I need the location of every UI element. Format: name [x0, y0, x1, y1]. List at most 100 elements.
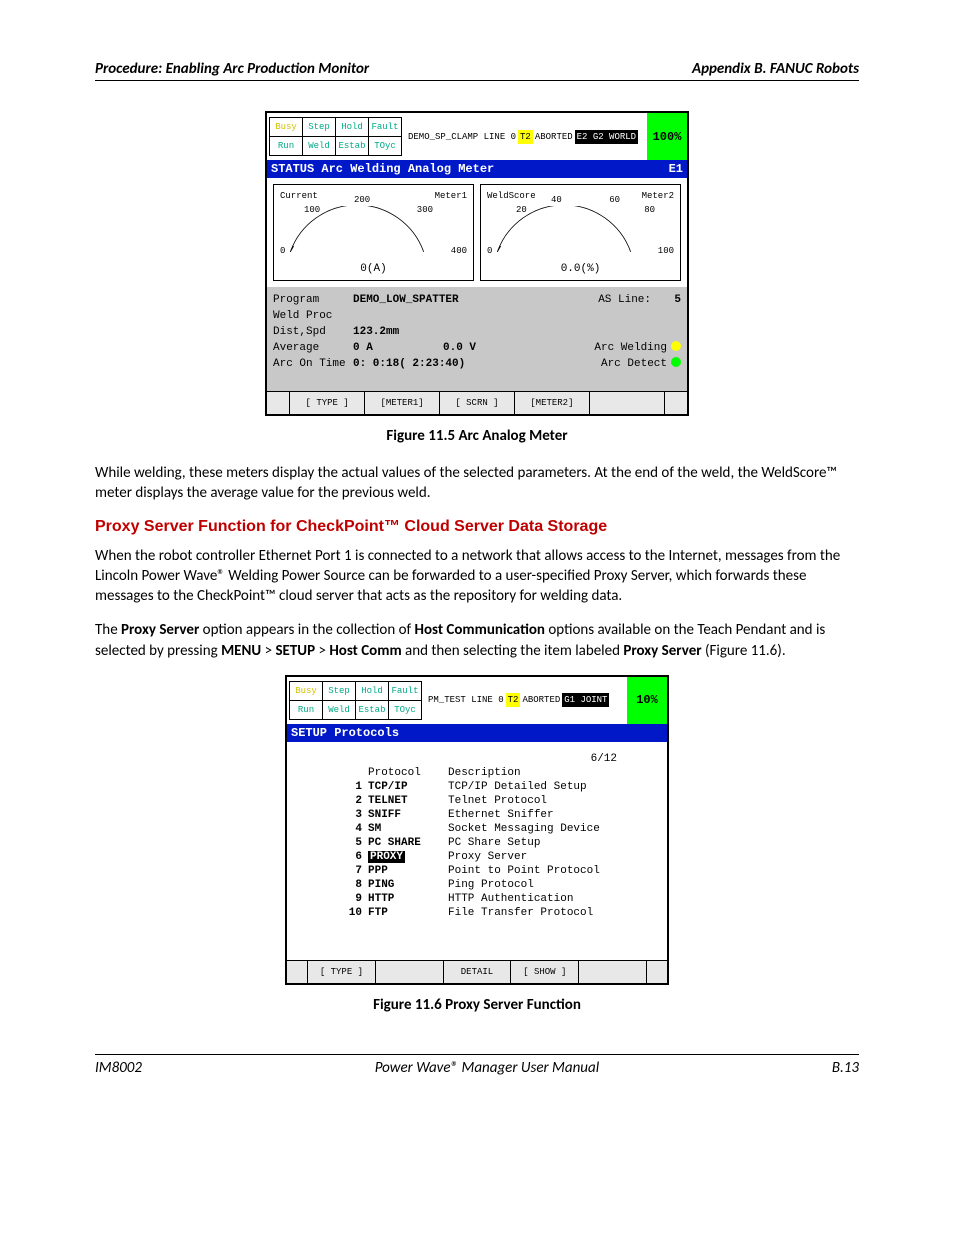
btn2-blank1: [376, 961, 444, 983]
status-panel: Program DEMO_LOW_SPATTER AS Line: 5 Weld…: [267, 287, 687, 391]
msg2-prog: PM_TEST LINE 0: [428, 693, 504, 707]
row-protocol: TELNET: [368, 794, 448, 808]
header-right: Appendix B. FANUC Robots: [692, 60, 859, 78]
protocol-row[interactable]: 2TELNETTelnet Protocol: [307, 794, 647, 808]
meter-weldscore: WeldScore Meter2 20 40 60 80 100 0 0.0(%…: [480, 184, 681, 281]
lbl-program: Program: [273, 293, 353, 307]
list-count: 6/12: [307, 752, 647, 766]
protocol-row[interactable]: 6PROXYProxy Server: [307, 850, 647, 864]
meter2-name: WeldScore: [487, 189, 536, 203]
row-protocol: SNIFF: [368, 808, 448, 822]
status-estab: Estab: [336, 137, 369, 155]
row-desc: Telnet Protocol: [448, 794, 647, 808]
btn-scrn[interactable]: [ SCRN ]: [440, 392, 515, 414]
pendant-analog-meter: Busy Step Hold Fault Run Weld Estab TOyc…: [265, 111, 689, 416]
softkey-bar-2: [ TYPE ] DETAIL [ SHOW ]: [287, 960, 667, 983]
m2-t20: 20: [516, 203, 527, 217]
row-desc: PC Share Setup: [448, 836, 647, 850]
battery-pct: 100%: [647, 113, 687, 160]
row-num: 4: [307, 822, 368, 836]
protocol-row[interactable]: 9HTTPHTTP Authentication: [307, 892, 647, 906]
protocol-row[interactable]: 10FTPFile Transfer Protocol: [307, 906, 647, 920]
m2-t40: 40: [551, 193, 562, 207]
protocol-row[interactable]: 7PPPPoint to Point Protocol: [307, 864, 647, 878]
row-desc: File Transfer Protocol: [448, 906, 647, 920]
meter1-name: Current: [280, 189, 318, 203]
row-num: 9: [307, 892, 368, 906]
protocol-row[interactable]: 8PINGPing Protocol: [307, 878, 647, 892]
protocol-row[interactable]: 1TCP/IPTCP/IP Detailed Setup: [307, 780, 647, 794]
msg-aborted: ABORTED: [535, 130, 573, 144]
protocol-row[interactable]: 3SNIFFEthernet Sniffer: [307, 808, 647, 822]
m1-t300: 300: [417, 203, 433, 217]
meter2-value: 0.0(%): [481, 262, 680, 276]
row-num: 3: [307, 808, 368, 822]
battery-pct-2: 10%: [627, 677, 667, 724]
btn2-detail[interactable]: DETAIL: [444, 961, 512, 983]
lbl-arcwelding: Arc Welding: [594, 341, 667, 355]
s2-weld: Weld: [323, 701, 356, 719]
protocol-row[interactable]: 4SMSocket Messaging Device: [307, 822, 647, 836]
hd-description: Description: [448, 766, 647, 780]
lbl-weldproc: Weld Proc: [273, 309, 353, 323]
status-fault: Fault: [369, 118, 401, 136]
m1-t200: 200: [354, 193, 370, 207]
title-bar-2: SETUP Protocols: [287, 724, 667, 742]
val-arcontime: 0: 0:18( 2:23:40): [353, 357, 601, 371]
meter2-id: Meter2: [642, 189, 674, 203]
lbl-arcdetect: Arc Detect: [601, 357, 667, 371]
row-num: 10: [307, 906, 368, 920]
lbl-avg: Average: [273, 341, 353, 355]
row-protocol: HTTP: [368, 892, 448, 906]
softkey-bar: [ TYPE ] [METER1] [ SCRN ] [METER2]: [267, 391, 687, 414]
row-num: 8: [307, 878, 368, 892]
page-footer: IM8002 Power Wave® Manager User Manual B…: [95, 1054, 859, 1077]
msg-prog: DEMO_SP_CLAMP LINE 0: [408, 130, 516, 144]
row-num: 6: [307, 850, 368, 864]
btn2-type[interactable]: [ TYPE ]: [308, 961, 376, 983]
s2-hold: Hold: [356, 682, 389, 700]
row-num: 7: [307, 864, 368, 878]
protocol-row[interactable]: 5PC SHAREPC Share Setup: [307, 836, 647, 850]
val-dist: 123.2mm: [353, 325, 399, 339]
s2-estab: Estab: [356, 701, 389, 719]
m1-t0: 0: [280, 244, 285, 258]
row-desc: Proxy Server: [448, 850, 647, 864]
m2-t0: 0: [487, 244, 492, 258]
m2-t100: 100: [658, 244, 674, 258]
status-hold: Hold: [336, 118, 369, 136]
row-desc: Ethernet Sniffer: [448, 808, 647, 822]
m1-t100: 100: [304, 203, 320, 217]
btn-meter1[interactable]: [METER1]: [365, 392, 440, 414]
row-num: 1: [307, 780, 368, 794]
para-meters: While welding, these meters display the …: [95, 463, 859, 504]
footer-left: IM8002: [95, 1059, 142, 1077]
row-num: 2: [307, 794, 368, 808]
btn2-show[interactable]: [ SHOW ]: [511, 961, 579, 983]
status-busy: Busy: [270, 118, 303, 136]
msg-mode-badge: E2 G2 WORLD: [575, 130, 638, 144]
status-box-2: Busy Step Hold Fault Run Weld Estab TOyc: [289, 681, 422, 720]
protocol-list: 6/12 Protocol Description 1TCP/IPTCP/IP …: [287, 742, 667, 960]
row-protocol: PC SHARE: [368, 836, 448, 850]
row-desc: HTTP Authentication: [448, 892, 647, 906]
msg2-t2-badge: T2: [506, 693, 521, 707]
lbl-arcontime: Arc On Time: [273, 357, 353, 371]
fig2-caption: Figure 11.6 Proxy Server Function: [95, 996, 859, 1014]
led-arcdetect: [671, 357, 681, 367]
message-bar: DEMO_SP_CLAMP LINE 0 T2 ABORTED E2 G2 WO…: [404, 113, 647, 160]
btn-type[interactable]: [ TYPE ]: [290, 392, 365, 414]
s2-fault: Fault: [389, 682, 421, 700]
lbl-asline: AS Line:: [598, 293, 651, 307]
row-desc: Point to Point Protocol: [448, 864, 647, 878]
footer-center: Power Wave® Manager User Manual: [375, 1059, 599, 1077]
msg-t2-badge: T2: [518, 130, 533, 144]
btn-meter2[interactable]: [METER2]: [515, 392, 590, 414]
header-left: Procedure: Enabling Arc Production Monit…: [95, 60, 369, 78]
para-proxy-1: When the robot controller Ethernet Port …: [95, 546, 859, 607]
row-desc: Socket Messaging Device: [448, 822, 647, 836]
s2-step: Step: [323, 682, 356, 700]
heading-proxy: Proxy Server Function for CheckPoint™ Cl…: [95, 518, 859, 536]
val-avg-v: 0.0 V: [443, 341, 594, 355]
s2-busy: Busy: [290, 682, 323, 700]
